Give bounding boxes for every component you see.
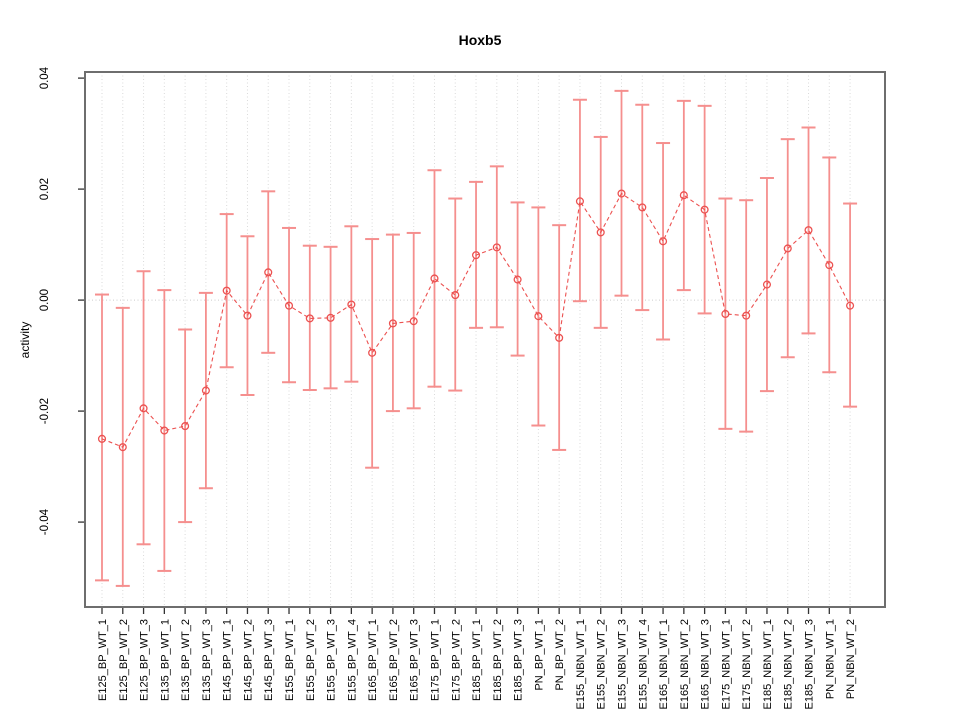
data-point — [409, 317, 418, 326]
data-point — [555, 333, 564, 342]
x-tick-label: E155_NBN_WT_2 — [596, 619, 608, 710]
data-point — [742, 311, 751, 320]
x-tick-label: E165_NBN_WT_2 — [679, 619, 691, 710]
x-tick-label: E185_NBN_WT_3 — [804, 619, 816, 710]
x-tick-label: E135_BP_WT_1 — [159, 619, 171, 701]
data-point — [347, 300, 356, 309]
x-tick-label: E185_NBN_WT_1 — [762, 619, 774, 710]
data-point — [596, 228, 605, 237]
plot-border — [84, 71, 886, 608]
data-point — [700, 205, 709, 214]
x-tick-label: E145_BP_WT_3 — [263, 619, 275, 701]
x-tick-label: E175_BP_WT_1 — [429, 619, 441, 701]
y-tick-label: 0.04 — [39, 66, 51, 89]
data-point — [575, 197, 584, 206]
x-tick-label: E165_BP_WT_3 — [409, 619, 421, 701]
y-tick-label: 0.02 — [39, 178, 51, 200]
data-point — [804, 226, 813, 235]
x-tick-label: E145_BP_WT_1 — [222, 619, 234, 701]
data-point — [368, 348, 377, 357]
data-point — [97, 434, 107, 443]
x-tick-label: E155_BP_WT_4 — [346, 619, 358, 701]
x-tick-label: E135_BP_WT_3 — [201, 619, 213, 701]
x-tick-label: E185_BP_WT_1 — [471, 619, 483, 701]
data-point — [534, 312, 543, 321]
data-point — [471, 251, 481, 260]
x-tick-label: E165_NBN_WT_1 — [658, 619, 670, 710]
x-tick-label: E155_BP_WT_3 — [326, 619, 338, 701]
x-tick-label: PN_BP_WT_1 — [533, 619, 545, 691]
chart-title: Hoxb5 — [458, 32, 502, 48]
x-tick-label: E155_NBN_WT_1 — [575, 619, 587, 710]
data-point — [139, 404, 148, 413]
y-tick-label: 0.00 — [39, 289, 51, 311]
x-tick-label: E165_BP_WT_1 — [367, 619, 379, 701]
x-tick-label: E185_NBN_WT_2 — [783, 619, 795, 710]
x-tick-label: E155_NBN_WT_4 — [637, 619, 649, 710]
x-tick-label: E175_NBN_WT_2 — [741, 619, 753, 710]
data-point — [201, 386, 210, 395]
data-point — [284, 301, 294, 310]
y-tick-label: -0.04 — [39, 508, 51, 535]
data-point — [388, 319, 397, 328]
data-point — [762, 280, 772, 289]
x-tick-label: E155_BP_WT_1 — [284, 619, 296, 701]
data-point — [451, 291, 460, 300]
x-tick-label: E165_BP_WT_2 — [388, 619, 400, 701]
data-point — [783, 244, 792, 253]
x-tick-label: E145_BP_WT_2 — [242, 619, 254, 701]
data-point — [243, 311, 252, 320]
x-tick-label: E125_BP_WT_1 — [97, 619, 109, 701]
data-point — [846, 301, 855, 310]
x-tick-label: E155_BP_WT_2 — [305, 619, 317, 701]
data-point — [659, 237, 668, 246]
data-point — [679, 191, 688, 200]
x-tick-label: E175_NBN_WT_1 — [720, 619, 732, 710]
data-point — [222, 286, 231, 295]
x-tick-label: E125_BP_WT_3 — [139, 619, 151, 701]
data-point — [326, 313, 335, 322]
data-point — [264, 268, 273, 277]
x-tick-label: PN_BP_WT_2 — [554, 619, 566, 691]
data-point — [181, 422, 190, 431]
data-point — [492, 243, 501, 252]
data-point — [513, 275, 522, 284]
x-tick-label: E175_BP_WT_2 — [450, 619, 462, 701]
x-tick-label: E155_NBN_WT_3 — [617, 619, 629, 710]
data-point — [617, 189, 626, 198]
x-tick-label: E165_NBN_WT_3 — [700, 619, 712, 710]
data-point — [721, 309, 730, 319]
x-tick-label: E135_BP_WT_2 — [180, 619, 192, 701]
data-point — [430, 274, 439, 283]
x-tick-label: PN_NBN_WT_1 — [824, 619, 836, 699]
series-line — [101, 192, 851, 448]
data-point — [160, 426, 169, 435]
data-point — [638, 203, 647, 212]
x-tick-label: E185_BP_WT_3 — [513, 619, 525, 701]
data-point — [118, 443, 127, 452]
data-point — [305, 314, 314, 323]
y-tick-label: -0.02 — [39, 398, 51, 424]
x-tick-label: E125_BP_WT_2 — [118, 619, 130, 701]
data-point — [825, 261, 834, 270]
x-tick-label: PN_NBN_WT_2 — [845, 619, 857, 699]
x-tick-label: E185_BP_WT_2 — [492, 619, 504, 701]
